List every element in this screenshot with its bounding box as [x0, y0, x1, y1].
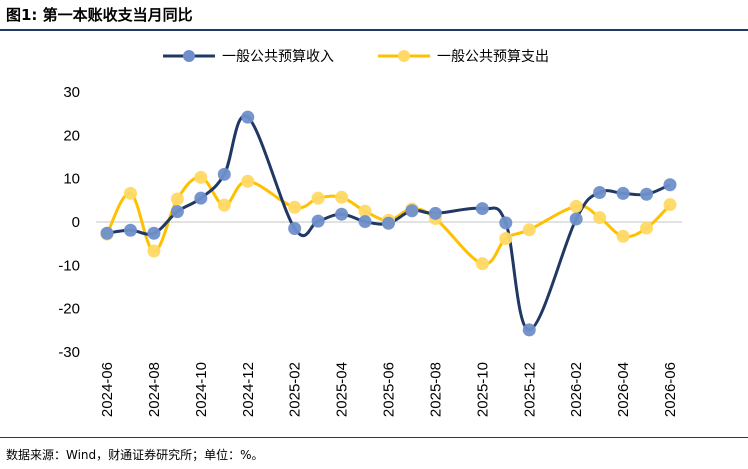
data-point-expenditure [358, 204, 372, 218]
y-tick-label: 0 [72, 214, 80, 231]
data-point-revenue [100, 226, 114, 240]
data-point-expenditure [616, 229, 630, 243]
data-point-revenue [405, 204, 419, 218]
x-tick-label: 2026-06 [662, 362, 679, 417]
y-axis: 30 20 10 0 -10 -20 -30 [58, 84, 80, 361]
source-note: 数据来源：Wind，财通证券研究所；单位：%。 [6, 448, 264, 462]
x-tick-label: 2024-12 [240, 362, 257, 417]
data-point-revenue [499, 216, 513, 230]
data-point-revenue [358, 215, 372, 229]
x-tick-label: 2025-06 [381, 362, 398, 417]
x-tick-label: 2026-04 [615, 362, 632, 417]
data-point-revenue [569, 212, 583, 226]
legend-marker-expenditure [398, 50, 410, 62]
data-point-expenditure [311, 191, 325, 205]
x-tick-label: 2026-02 [568, 362, 585, 417]
series-layer [100, 110, 677, 337]
data-point-revenue [640, 187, 654, 201]
data-point-revenue [123, 223, 137, 237]
figure-title: 图1: 第一本账收支当月同比 [6, 6, 193, 24]
data-point-expenditure [663, 198, 677, 212]
x-tick-label: 2025-08 [427, 362, 444, 417]
data-point-revenue [311, 214, 325, 228]
data-point-expenditure [499, 231, 513, 245]
data-point-revenue [217, 167, 231, 181]
data-point-revenue [147, 226, 161, 240]
y-tick-label: -30 [58, 344, 80, 361]
x-tick-label: 2024-06 [99, 362, 116, 417]
data-point-expenditure [640, 221, 654, 235]
data-point-revenue [593, 186, 607, 200]
data-point-revenue [194, 191, 208, 205]
data-point-revenue [382, 216, 395, 230]
data-point-revenue [663, 178, 677, 192]
data-point-expenditure [170, 192, 184, 206]
x-tick-label: 2025-12 [521, 362, 538, 417]
data-point-revenue [522, 323, 536, 337]
x-tick-label: 2025-02 [287, 362, 304, 417]
title-rule [0, 29, 748, 31]
legend-label-expenditure: 一般公共预算支出 [437, 49, 549, 65]
data-point-expenditure [217, 198, 231, 212]
chart: 一般公共预算收入 一般公共预算支出 30 20 10 0 -10 -20 -30 2024-… [58, 49, 682, 417]
data-point-expenditure [569, 199, 583, 213]
y-tick-label: 10 [63, 171, 80, 188]
data-point-revenue [241, 110, 255, 124]
data-point-revenue [170, 205, 184, 219]
data-point-revenue [288, 222, 302, 235]
y-tick-label: 30 [63, 84, 80, 101]
series-line-expenditure [105, 175, 672, 266]
legend-label-revenue: 一般公共预算收入 [222, 49, 334, 65]
data-point-expenditure [475, 257, 489, 271]
data-point-expenditure [335, 190, 349, 204]
y-tick-label: -10 [58, 257, 80, 274]
data-point-expenditure [241, 174, 255, 188]
x-tick-label: 2025-10 [474, 362, 491, 417]
data-point-revenue [616, 186, 630, 200]
x-tick-label: 2024-08 [146, 362, 163, 417]
x-tick-label: 2024-10 [193, 362, 210, 417]
y-tick-label: -20 [58, 301, 80, 318]
y-tick-label: 20 [63, 127, 80, 144]
data-point-expenditure [147, 244, 161, 258]
x-tick-label: 2025-04 [334, 362, 351, 417]
legend: 一般公共预算收入 一般公共预算支出 [163, 49, 549, 65]
x-axis: 2024-06 2024-08 2024-10 2024-12 2025-02 2025-… [99, 362, 679, 417]
data-point-revenue [428, 206, 442, 220]
data-point-revenue [475, 202, 489, 216]
data-point-expenditure [522, 223, 536, 237]
data-point-revenue [335, 207, 349, 221]
data-point-expenditure [288, 200, 302, 214]
data-point-expenditure [123, 186, 137, 200]
source-rule [0, 437, 748, 438]
legend-marker-revenue [183, 50, 195, 62]
data-point-expenditure [593, 211, 607, 225]
data-point-expenditure [194, 170, 208, 184]
